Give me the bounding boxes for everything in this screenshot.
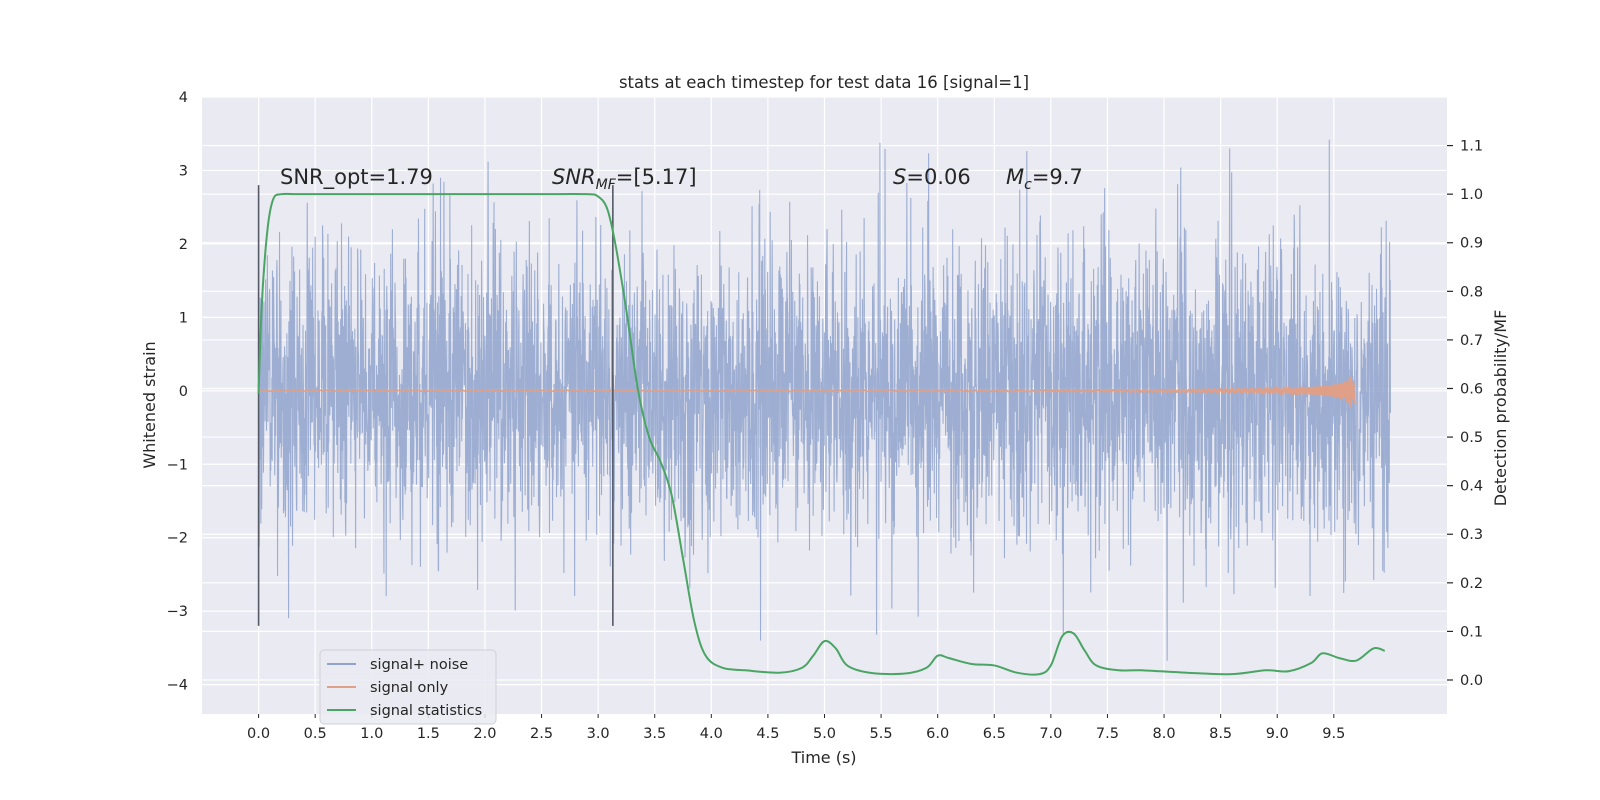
x-axis-title: Time (s) bbox=[790, 748, 856, 767]
annotation-s-value: =0.06 bbox=[906, 165, 970, 189]
x-tick-label-16: 8.0 bbox=[1153, 726, 1176, 742]
x-tick-label-10: 5.0 bbox=[813, 726, 836, 742]
y2-tick-label-7: 0.4 bbox=[1460, 479, 1483, 495]
x-tick-label-6: 3.0 bbox=[587, 726, 610, 742]
vertical-markers bbox=[257, 185, 614, 626]
x-tick-label-9: 4.5 bbox=[756, 726, 779, 742]
legend-label-signal-statistics: signal statistics bbox=[370, 703, 482, 719]
y2-axis-title: Detection probability/MF bbox=[1491, 310, 1510, 507]
annotation-mc-sub: c bbox=[1024, 177, 1032, 193]
annotation-s-base: S bbox=[893, 165, 906, 189]
y-tick-label-7: −3 bbox=[167, 604, 188, 620]
annotation-mc-value: =9.7 bbox=[1032, 165, 1083, 189]
x-tick-label-1: 0.5 bbox=[304, 726, 327, 742]
y-tick-label-2: 2 bbox=[179, 237, 188, 253]
y2-tick-label-4: 0.7 bbox=[1460, 333, 1483, 349]
y-tick-label-6: −2 bbox=[167, 531, 188, 547]
signal-statistics-line bbox=[257, 192, 1386, 676]
y2-tick-label-10: 0.1 bbox=[1460, 624, 1483, 640]
y2-tick-label-0: 1.1 bbox=[1460, 139, 1483, 155]
x-tick-label-8: 4.0 bbox=[700, 726, 723, 742]
legend-label-signal-only: signal only bbox=[370, 680, 449, 696]
annotation-snr-mf-sub: MF bbox=[596, 177, 617, 193]
x-tick-label-15: 7.5 bbox=[1096, 726, 1119, 742]
annotation-s: S=0.06 bbox=[893, 165, 971, 189]
x-tick-label-17: 8.5 bbox=[1209, 726, 1232, 742]
annotation-mc-base: M bbox=[1006, 165, 1024, 189]
noise-trace bbox=[258, 139, 1391, 661]
x-tick-label-18: 9.0 bbox=[1266, 726, 1289, 742]
legend: signal+ noise signal only signal statist… bbox=[319, 649, 497, 725]
x-tick-label-14: 7.0 bbox=[1039, 726, 1062, 742]
y2-tick-label-8: 0.3 bbox=[1460, 527, 1483, 543]
x-tick-label-19: 9.5 bbox=[1322, 726, 1345, 742]
y2-tick-label-1: 1.0 bbox=[1460, 187, 1483, 203]
noise-series bbox=[258, 139, 1391, 661]
x-tick-label-0: 0.0 bbox=[247, 726, 270, 742]
y-tick-label-1: 3 bbox=[179, 163, 188, 179]
y2-tick-label-11: 0.0 bbox=[1460, 673, 1483, 689]
y2-tick-label-3: 0.8 bbox=[1460, 284, 1483, 300]
y-tick-label-0: 4 bbox=[179, 90, 188, 106]
annotation-snr-mf: SNRMF=[5.17] bbox=[552, 165, 697, 193]
chart-title: stats at each timestep for test data 16 … bbox=[619, 73, 1029, 92]
y2-tick-label-9: 0.2 bbox=[1460, 576, 1483, 592]
x-tick-label-11: 5.5 bbox=[870, 726, 893, 742]
annotation-snr-mf-value: =[5.17] bbox=[616, 165, 697, 189]
x-tick-label-12: 6.0 bbox=[926, 726, 949, 742]
annotation-snr-opt: SNR_opt=1.79 bbox=[280, 165, 433, 190]
x-tick-label-5: 2.5 bbox=[530, 726, 553, 742]
y-tick-label-5: −1 bbox=[167, 457, 188, 473]
legend-box bbox=[319, 649, 497, 725]
y2-tick-label-5: 0.6 bbox=[1460, 381, 1483, 397]
x-tick-label-3: 1.5 bbox=[417, 726, 440, 742]
tick-labels: 0.0 0.5 1.0 1.5 2.0 2.5 3.0 3.5 4.0 4.5 5.0 5.5 6.0 6… bbox=[167, 90, 1483, 742]
x-tick-label-2: 1.0 bbox=[360, 726, 383, 742]
x-tick-label-4: 2.0 bbox=[473, 726, 496, 742]
x-tick-label-7: 3.5 bbox=[643, 726, 666, 742]
y-tick-label-4: 0 bbox=[179, 384, 188, 400]
signal-statistics-series bbox=[257, 192, 1386, 676]
signal-only-trace bbox=[258, 376, 1357, 408]
y2-tick-label-2: 0.9 bbox=[1460, 236, 1483, 252]
y-axis-title: Whitened strain bbox=[140, 341, 159, 468]
y-tick-label-3: 1 bbox=[179, 310, 188, 326]
y2-tick-label-6: 0.5 bbox=[1460, 430, 1483, 446]
annotation-snr-mf-base: SNR bbox=[552, 165, 596, 189]
legend-label-signal-noise: signal+ noise bbox=[370, 657, 468, 673]
x-tick-label-13: 6.5 bbox=[983, 726, 1006, 742]
y-tick-label-8: −4 bbox=[167, 678, 188, 694]
signal-only-series bbox=[258, 376, 1357, 408]
annotation-mc: Mc=9.7 bbox=[1006, 165, 1083, 193]
